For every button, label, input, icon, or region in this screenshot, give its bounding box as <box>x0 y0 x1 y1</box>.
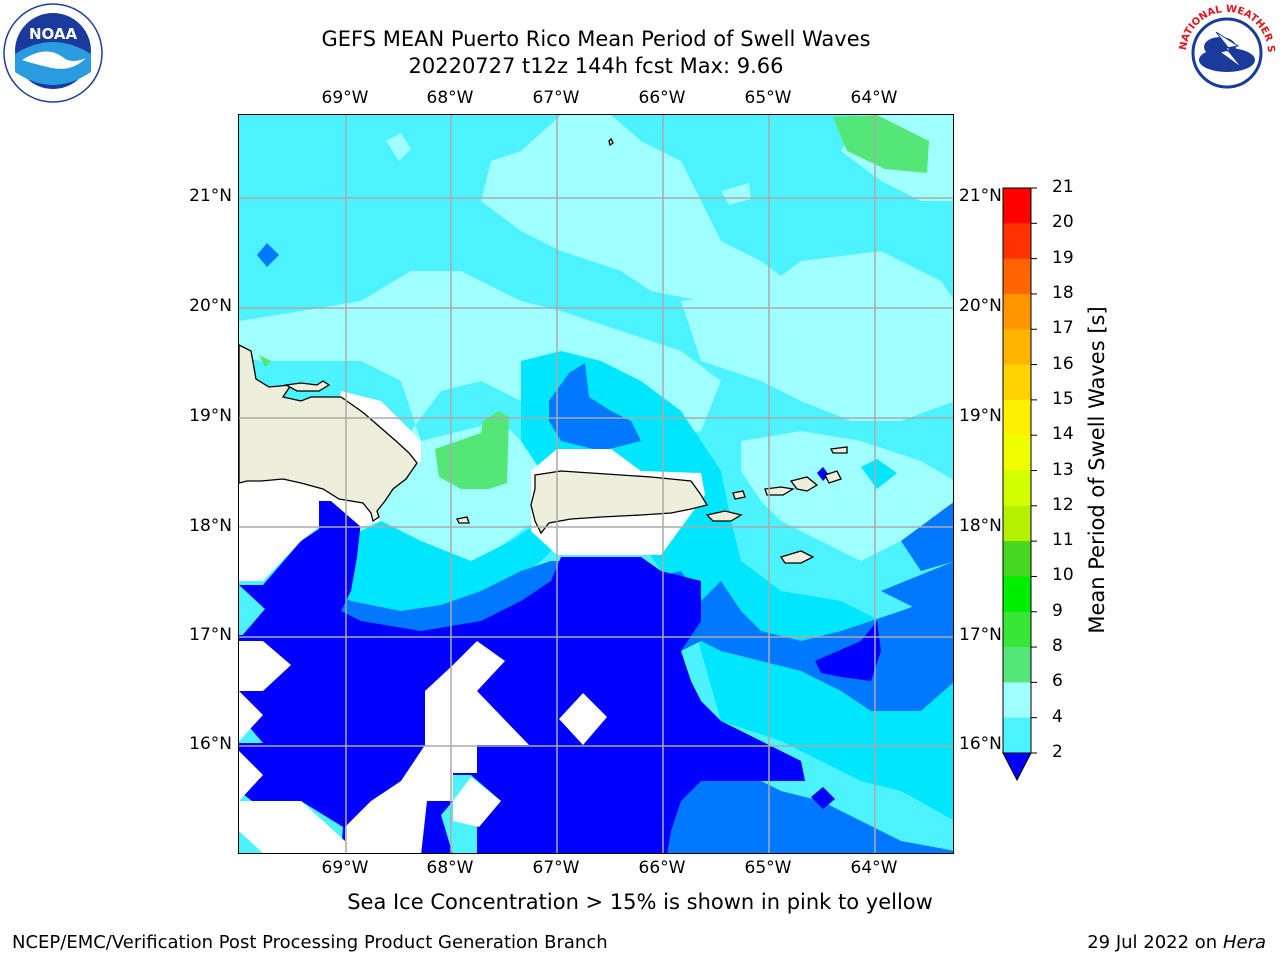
colorbar-tick-label: 8 <box>1052 636 1063 657</box>
lat-label-left: 21°N <box>189 186 232 206</box>
lon-label-top: 68°W <box>426 88 474 108</box>
footer-date-text: 29 Jul 2022 on <box>1087 932 1223 953</box>
colorbar-band <box>1003 364 1031 401</box>
lon-label-bottom: 67°W <box>532 858 580 878</box>
lon-label-bottom: 66°W <box>638 858 686 878</box>
noaa-logo: NOAA <box>2 2 104 104</box>
colorbar-tick-label: 12 <box>1052 494 1074 515</box>
title-line-1: GEFS MEAN Puerto Rico Mean Period of Swe… <box>321 27 871 51</box>
svg-text:NOAA: NOAA <box>29 25 78 43</box>
colorbar-band <box>1003 435 1031 471</box>
lon-label-top: 65°W <box>744 88 792 108</box>
lat-label-left: 19°N <box>189 406 232 426</box>
colorbar-tick-label: 19 <box>1052 247 1074 268</box>
lon-label-bottom: 69°W <box>321 858 369 878</box>
lat-label-left: 20°N <box>189 296 232 316</box>
graticule <box>239 115 953 853</box>
colorbar-tick-label: 6 <box>1052 671 1063 692</box>
lat-label-right: 19°N <box>959 406 1002 426</box>
sea-ice-note: Sea Ice Concentration > 15% is shown in … <box>347 890 933 914</box>
lon-label-bottom: 64°W <box>850 858 898 878</box>
nws-logo: NATIONAL WEATHER SERVICE <box>1172 0 1278 104</box>
lon-label-top: 64°W <box>850 88 898 108</box>
footer-machine: Hera <box>1222 932 1266 953</box>
colorbar-tick-label: 10 <box>1052 565 1074 586</box>
lat-label-right: 17°N <box>959 625 1002 645</box>
lat-label-right: 21°N <box>959 186 1002 206</box>
colorbar-tick-label: 9 <box>1052 600 1063 621</box>
colorbar <box>1002 187 1037 782</box>
colorbar-tick-label: 15 <box>1052 388 1074 409</box>
lon-label-bottom: 65°W <box>744 858 792 878</box>
lat-label-left: 18°N <box>189 516 232 536</box>
colorbar-tick-label: 11 <box>1052 530 1074 551</box>
title-line-2: 20220727 t12z 144h fcst Max: 9.66 <box>408 54 784 78</box>
colorbar-band <box>1003 223 1031 260</box>
colorbar-band <box>1003 329 1031 366</box>
colorbar-band <box>1003 470 1031 507</box>
lon-label-bottom: 68°W <box>426 858 474 878</box>
field-9-10 <box>259 115 929 489</box>
colorbar-tick-label: 16 <box>1052 353 1074 374</box>
footer-date: 29 Jul 2022 on Hera <box>1087 932 1266 953</box>
colorbar-extend-arrow <box>1002 752 1032 782</box>
swell-period-map <box>238 114 954 854</box>
colorbar-band <box>1003 293 1031 330</box>
colorbar-band <box>1003 717 1031 754</box>
lat-label-right: 16°N <box>959 734 1002 754</box>
lon-label-top: 66°W <box>638 88 686 108</box>
lon-label-top: 69°W <box>321 88 369 108</box>
colorbar-band <box>1003 541 1031 577</box>
colorbar-title: Mean Period of Swell Waves [s] <box>1085 306 1109 634</box>
colorbar-tick-label: 18 <box>1052 282 1074 303</box>
colorbar-band <box>1003 682 1031 719</box>
colorbar-band <box>1003 611 1031 648</box>
colorbar-tick-label: 21 <box>1052 177 1074 197</box>
map-title: GEFS MEAN Puerto Rico Mean Period of Swe… <box>0 26 1192 80</box>
colorbar-band <box>1003 399 1031 436</box>
colorbar-tick-label: 17 <box>1052 318 1074 339</box>
colorbar-band <box>1003 505 1031 542</box>
colorbar-tick-label: 13 <box>1052 459 1074 480</box>
colorbar-tick-label: 20 <box>1052 212 1074 233</box>
lat-label-right: 20°N <box>959 296 1002 316</box>
lat-label-right: 18°N <box>959 516 1002 536</box>
colorbar-tick-label: 2 <box>1052 742 1063 762</box>
lon-label-top: 67°W <box>532 88 580 108</box>
colorbar-tick-label: 4 <box>1052 706 1063 727</box>
colorbar-tick-label: 14 <box>1052 424 1074 445</box>
colorbar-band <box>1003 188 1031 224</box>
lat-label-left: 17°N <box>189 625 232 645</box>
lat-label-left: 16°N <box>189 734 232 754</box>
colorbar-band <box>1003 576 1031 613</box>
colorbar-band <box>1003 647 1031 683</box>
footer-credit: NCEP/EMC/Verification Post Processing Pr… <box>12 932 608 953</box>
colorbar-band <box>1003 258 1031 295</box>
